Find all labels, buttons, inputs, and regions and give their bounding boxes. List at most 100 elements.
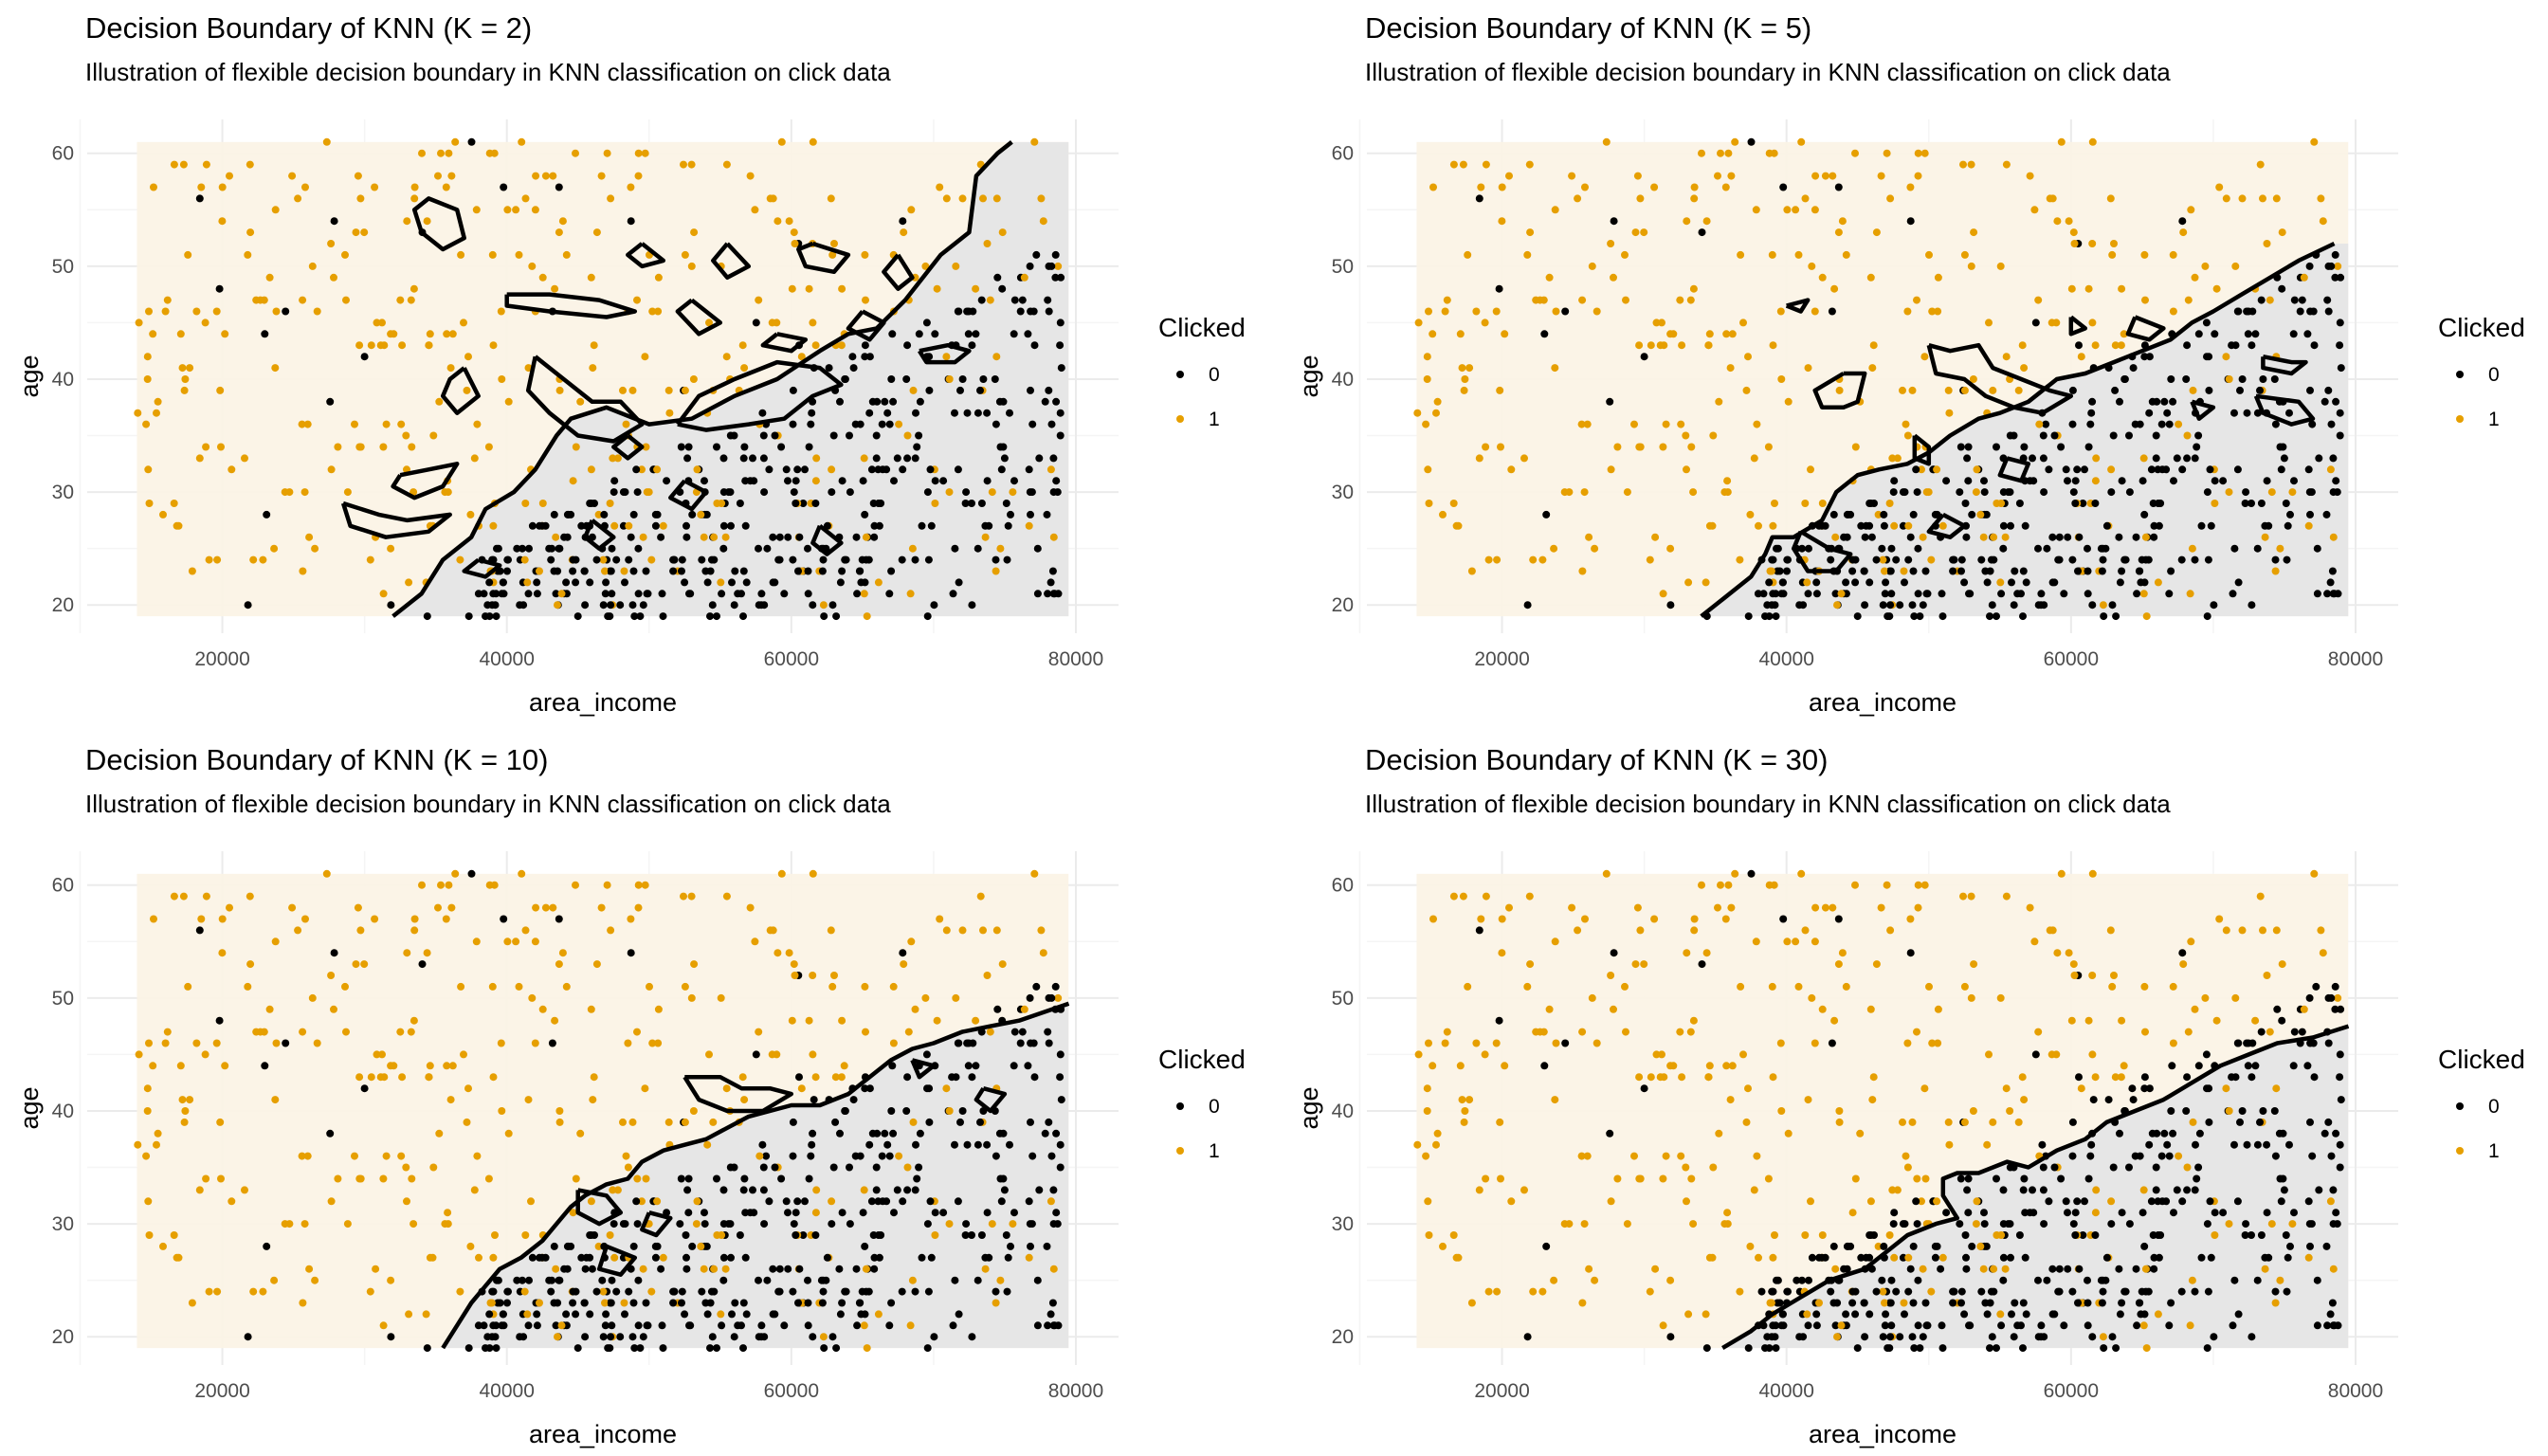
point-class-1 <box>981 533 990 541</box>
point-class-1 <box>2212 1016 2221 1025</box>
point-class-0 <box>569 567 577 575</box>
point-class-1 <box>134 1140 142 1149</box>
point-class-1 <box>755 296 763 304</box>
point-class-1 <box>1039 949 1047 957</box>
point-class-1 <box>150 183 157 191</box>
point-class-1 <box>681 250 689 259</box>
point-class-1 <box>434 172 442 180</box>
point-class-0 <box>1698 228 1706 237</box>
point-class-0 <box>2263 1140 2271 1149</box>
point-class-0 <box>913 443 921 451</box>
point-class-0 <box>2084 1276 2091 1284</box>
point-class-0 <box>1916 1344 1924 1353</box>
decision-boundary <box>1700 241 2336 618</box>
point-class-1 <box>437 149 445 157</box>
point-class-0 <box>805 443 813 451</box>
point-class-1 <box>1424 465 1432 474</box>
point-class-1 <box>213 555 222 564</box>
point-class-0 <box>2203 612 2211 621</box>
point-class-1 <box>680 892 687 901</box>
point-class-1 <box>909 1118 918 1126</box>
point-class-0 <box>1982 510 1991 519</box>
point-class-1 <box>697 1242 705 1250</box>
point-class-0 <box>955 578 963 587</box>
point-class-1 <box>2111 341 2120 350</box>
point-class-0 <box>2306 307 2315 316</box>
point-class-1 <box>397 1152 406 1160</box>
point-class-0 <box>2034 1333 2043 1341</box>
point-class-1 <box>145 1039 153 1047</box>
point-class-1 <box>1492 1039 1501 1047</box>
point-class-1 <box>1621 250 1629 259</box>
point-class-0 <box>658 1321 666 1330</box>
decision-boundary <box>340 140 1013 618</box>
point-class-0 <box>651 521 660 530</box>
point-class-0 <box>993 1005 1002 1013</box>
point-class-0 <box>976 386 984 394</box>
point-class-0 <box>2136 1152 2144 1160</box>
point-class-0 <box>954 465 962 474</box>
point-class-1 <box>1705 1253 1714 1262</box>
point-class-0 <box>636 612 645 621</box>
point-class-0 <box>858 1287 866 1296</box>
point-class-0 <box>2320 397 2329 406</box>
y-tick-label: 50 <box>52 256 74 278</box>
point-class-1 <box>1588 262 1596 270</box>
point-class-1 <box>1439 1242 1447 1250</box>
point-class-1 <box>532 903 540 912</box>
point-class-0 <box>708 1333 717 1341</box>
point-class-1 <box>587 1005 595 1013</box>
point-class-0 <box>963 409 972 417</box>
point-class-0 <box>868 1129 877 1138</box>
point-class-0 <box>482 612 489 621</box>
point-class-0 <box>708 601 717 610</box>
point-class-1 <box>1979 533 1988 541</box>
point-class-0 <box>2169 1129 2177 1138</box>
point-class-0 <box>865 353 874 361</box>
point-class-1 <box>592 960 601 969</box>
point-class-1 <box>895 420 903 428</box>
point-class-0 <box>2296 307 2304 316</box>
point-class-1 <box>1414 1050 1423 1059</box>
point-class-1 <box>1835 386 1844 394</box>
point-class-1 <box>2018 1073 2027 1082</box>
point-class-0 <box>931 330 939 338</box>
point-class-0 <box>2021 1209 2029 1217</box>
point-class-0 <box>555 915 563 923</box>
point-class-1 <box>1842 982 1850 991</box>
point-class-1 <box>860 1321 868 1330</box>
point-class-0 <box>1769 1287 1777 1296</box>
point-class-0 <box>485 578 494 587</box>
point-class-1 <box>1580 488 1589 497</box>
point-class-1 <box>554 1333 561 1341</box>
point-class-1 <box>1764 1174 1773 1183</box>
point-class-0 <box>604 1344 612 1353</box>
point-class-0 <box>865 1140 874 1149</box>
point-class-1 <box>518 137 526 146</box>
point-class-0 <box>2248 1333 2256 1341</box>
point-class-1 <box>828 982 837 991</box>
point-class-1 <box>613 1186 622 1194</box>
point-class-1 <box>1591 1276 1599 1284</box>
point-class-1 <box>906 590 915 598</box>
point-class-1 <box>1811 903 1820 912</box>
point-class-1 <box>2014 386 2023 394</box>
point-class-1 <box>490 881 499 889</box>
scatter-points <box>1413 137 2345 621</box>
point-class-1 <box>606 1231 614 1239</box>
point-class-0 <box>1848 567 1857 575</box>
point-class-1 <box>179 160 188 169</box>
point-class-1 <box>1662 1152 1670 1160</box>
point-class-1 <box>827 194 835 203</box>
point-class-0 <box>918 1253 926 1262</box>
point-class-0 <box>2248 500 2255 507</box>
point-class-1 <box>1481 318 1489 327</box>
point-class-0 <box>923 1084 931 1093</box>
point-class-1 <box>403 1197 410 1206</box>
point-class-0 <box>719 1186 728 1194</box>
point-class-1 <box>246 892 254 901</box>
point-class-0 <box>836 1129 844 1138</box>
point-class-1 <box>228 465 236 474</box>
point-class-1 <box>942 353 951 361</box>
point-class-0 <box>2236 1118 2244 1126</box>
